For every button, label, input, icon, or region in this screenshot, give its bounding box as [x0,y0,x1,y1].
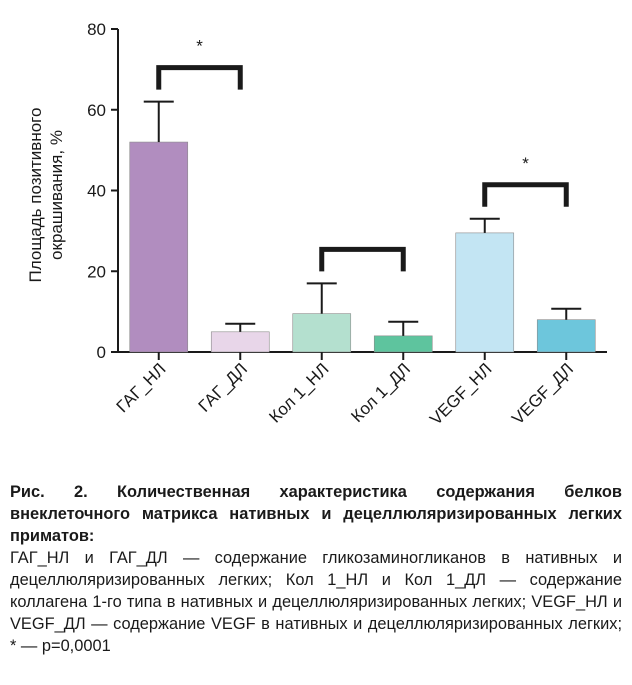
x-tick-label: Кол 1_НЛ [265,359,332,426]
x-tick-label: ГАГ_ДЛ [195,359,251,415]
significance-bracket [482,182,569,207]
significance-bracket [319,246,406,272]
caption-title: Рис. 2. Количественная характеристика со… [10,483,622,545]
significance-label: * [196,37,203,56]
bar [536,319,596,353]
y-tick-label: 40 [87,182,106,201]
y-axis-label-line-1: Площадь позитивного [26,108,45,283]
x-tick-label: Кол 1_ДЛ [347,359,414,426]
bar [373,335,433,353]
bar [292,313,352,353]
bar [129,141,189,353]
significance-brackets: ** [156,37,569,272]
error-bars [143,100,582,336]
y-tick-label: 0 [97,343,106,362]
x-tick-label: ГАГ_НЛ [113,359,170,416]
y-tick-label: 60 [87,101,106,120]
caption-body: ГАГ_НЛ и ГАГ_ДЛ — содержание гликозамино… [10,549,622,655]
y-axis-label: Площадь позитивного окрашивания, % [26,108,66,283]
x-tick-labels: ГАГ_НЛ ГАГ_ДЛ Кол 1_НЛ Кол 1_ДЛ VEGF_НЛ VEGF_… [113,352,577,429]
bars [129,141,596,353]
axes: 0 20 40 60 80 [87,20,607,362]
y-tick-label: 80 [87,20,106,39]
y-axis-label-line-2: окрашивания, % [47,130,66,260]
x-tick-label: VEGF_ДЛ [508,359,577,428]
x-tick-label: VEGF_НЛ [426,359,495,428]
bar-chart: Площадь позитивного окрашивания, % 0 20 40 6… [26,20,607,429]
significance-bracket [156,65,243,90]
significance-label: * [522,154,529,173]
bar [455,232,515,353]
y-tick-label: 20 [87,262,106,281]
figure-caption: Рис. 2. Количественная характеристика со… [10,481,622,657]
bar [210,331,270,353]
